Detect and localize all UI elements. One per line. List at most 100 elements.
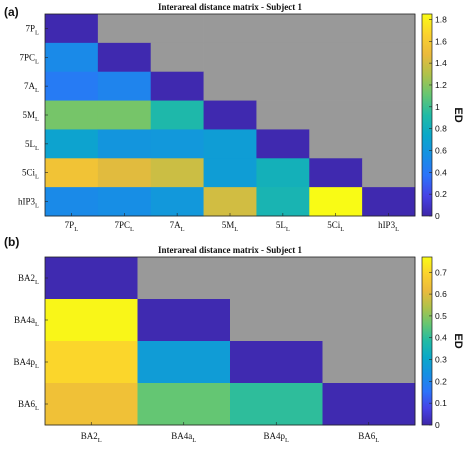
panel-a-cell-3-6 bbox=[362, 100, 416, 130]
panel-a-cell-6-1 bbox=[97, 187, 152, 217]
panel-a-colorbar-tick-label: 1.6 bbox=[435, 36, 447, 46]
panel-a-cell-2-3 bbox=[203, 71, 257, 101]
panel-a-cell-4-1 bbox=[97, 129, 152, 159]
panel-b-ytick-label: BA2L bbox=[18, 273, 39, 286]
panel-a-colorbar-tick-label: 0 bbox=[435, 211, 440, 221]
panel-a-cell-2-2 bbox=[150, 71, 204, 101]
panel-a-colorbar-tick-label: 0.2 bbox=[435, 189, 447, 199]
panel-b-xtick-label: BA4pL bbox=[264, 431, 290, 444]
panel-a-colorbar-tick-label: 0.8 bbox=[435, 124, 447, 134]
panel-a-cell-0-1 bbox=[97, 14, 152, 44]
panel-a-cell-6-3 bbox=[203, 187, 257, 217]
panel-a-cell-1-6 bbox=[362, 42, 416, 73]
panel-b-colorbar-tick-label: 0.4 bbox=[435, 333, 447, 343]
panel-a-cell-6-2 bbox=[150, 187, 204, 217]
panel-b-axes-frame bbox=[44, 256, 416, 426]
panel-a-cell-1-0 bbox=[45, 42, 99, 73]
panel-b-colorbar-tick-label: 0.7 bbox=[435, 267, 447, 277]
panel-a-cell-5-0 bbox=[45, 158, 99, 188]
panel-a-ytick-label: 7PCL bbox=[20, 52, 40, 65]
panel-b-cell-2-2 bbox=[230, 341, 323, 384]
panel-a-cell-5-6 bbox=[362, 158, 416, 188]
panel-b-colorbar-tick-label: 0.6 bbox=[435, 289, 447, 299]
panel-a-cell-2-5 bbox=[309, 71, 363, 101]
panel-a-xtick-label: 5LL bbox=[276, 220, 290, 233]
panel-a-cell-1-5 bbox=[309, 42, 363, 73]
panel-a-xtick-label: 5ML bbox=[222, 220, 239, 233]
panel-a-cell-1-2 bbox=[150, 42, 204, 73]
panel-b-ytick-label: BA6L bbox=[18, 399, 39, 412]
panel-a-cell-2-1 bbox=[97, 71, 152, 101]
panel-b-cell-2-3 bbox=[322, 341, 416, 384]
panel-a-xtick-label: 5CiL bbox=[327, 220, 344, 233]
panel-b-cell-0-1 bbox=[137, 257, 231, 300]
panel-b-colorbar-tick-label: 0.3 bbox=[435, 355, 447, 365]
panel-a-cell-5-4 bbox=[256, 158, 310, 188]
panel-a-cell-1-3 bbox=[203, 42, 257, 73]
panel-a-cell-2-4 bbox=[256, 71, 310, 101]
panel-a-cell-4-4 bbox=[256, 129, 310, 159]
panel-b-colorbar-label: ED bbox=[452, 333, 464, 348]
panel-a-colorbar bbox=[421, 13, 433, 217]
panel-a-cell-0-6 bbox=[362, 14, 416, 44]
panel-a-cell-0-3 bbox=[203, 14, 257, 44]
panel-a-colorbar-tick-label: 0.4 bbox=[435, 167, 447, 177]
panel-b-cell-3-3 bbox=[322, 383, 416, 426]
panel-a-title: Interareal distance matrix - Subject 1 bbox=[158, 2, 303, 12]
panel-a-ytick-label: 5LL bbox=[25, 139, 39, 152]
panel-a-cell-6-4 bbox=[256, 187, 310, 217]
panel-b-cell-3-0 bbox=[45, 383, 138, 426]
panel-b-cell-2-1 bbox=[137, 341, 231, 384]
panel-b-letter: (b) bbox=[4, 235, 19, 249]
panel-b-cell-2-0 bbox=[45, 341, 138, 384]
panel-a-cell-4-0 bbox=[45, 129, 99, 159]
panel-a-colorbar-label: ED bbox=[452, 107, 464, 122]
panel-a-ytick-label: 5ML bbox=[23, 110, 40, 123]
panel-a-xtick-label: 7PL bbox=[65, 220, 79, 233]
panel-a-cell-2-0 bbox=[45, 71, 99, 101]
panel-a-ytick-label: 7PL bbox=[26, 23, 40, 36]
panel-a-cell-6-6 bbox=[362, 187, 416, 217]
panel-a-xtick-label: 7AL bbox=[170, 220, 185, 233]
panel-b-cell-0-3 bbox=[322, 257, 416, 300]
panel-b-ytick-label: BA4aL bbox=[14, 315, 39, 328]
panel-a-cell-2-6 bbox=[362, 71, 416, 101]
panel-a-cell-1-4 bbox=[256, 42, 310, 73]
panel-a-cell-3-3 bbox=[203, 100, 257, 130]
panel-a-ytick-label: 5CiL bbox=[22, 168, 39, 181]
panel-a-colorbar-tick-label: 1 bbox=[435, 102, 440, 112]
panel-a-ytick-label: 7AL bbox=[24, 81, 39, 94]
panel-a-cell-6-0 bbox=[45, 187, 99, 217]
panel-a-cell-5-1 bbox=[97, 158, 152, 188]
panel-b-cell-0-0 bbox=[45, 257, 138, 300]
panel-b-cell-1-0 bbox=[45, 299, 138, 342]
panel-a-ytick-label: hIP3L bbox=[18, 197, 39, 210]
panel-b-title: Interareal distance matrix - Subject 1 bbox=[158, 245, 303, 255]
panel-a-cell-3-2 bbox=[150, 100, 204, 130]
panel-a-cell-0-0 bbox=[45, 14, 99, 44]
panel-b-colorbar-tick-label: 0 bbox=[435, 420, 440, 430]
panel-a-cell-0-5 bbox=[309, 14, 363, 44]
panel-a-cell-3-5 bbox=[309, 100, 363, 130]
panel-b-cell-1-3 bbox=[322, 299, 416, 342]
panel-a-xtick-label: 7PCL bbox=[115, 220, 135, 233]
panel-a-cell-4-3 bbox=[203, 129, 257, 159]
panel-b-colorbar-tick-label: 0.5 bbox=[435, 311, 447, 321]
panel-a-cell-0-4 bbox=[256, 14, 310, 44]
panel-b-cell-1-1 bbox=[137, 299, 231, 342]
panel-b-cell-0-2 bbox=[230, 257, 323, 300]
panel-b-colorbar bbox=[421, 256, 433, 426]
panel-b-xtick-label: BA4aL bbox=[171, 431, 196, 444]
panel-a-cell-4-2 bbox=[150, 129, 204, 159]
panel-b-cell-3-2 bbox=[230, 383, 323, 426]
panel-a-cell-0-2 bbox=[150, 14, 204, 44]
panel-a-colorbar-tick-label: 1.8 bbox=[435, 14, 447, 24]
panel-b-cell-3-1 bbox=[137, 383, 231, 426]
panel-a-cell-4-5 bbox=[309, 129, 363, 159]
panel-b-colorbar-tick-label: 0.2 bbox=[435, 376, 447, 386]
panel-a-cell-3-1 bbox=[97, 100, 152, 130]
panel-a-cell-5-2 bbox=[150, 158, 204, 188]
panel-a-cell-3-0 bbox=[45, 100, 99, 130]
